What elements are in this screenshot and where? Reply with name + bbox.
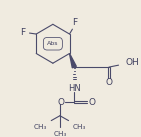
Text: CH₃: CH₃ <box>72 124 86 130</box>
Text: CH₃: CH₃ <box>53 131 67 137</box>
Text: O: O <box>88 98 95 107</box>
Text: F: F <box>72 18 77 27</box>
Text: F: F <box>20 28 25 37</box>
Text: HN: HN <box>68 84 81 93</box>
Text: O: O <box>105 78 112 87</box>
Text: CH₃: CH₃ <box>34 124 47 130</box>
Text: Abs: Abs <box>47 41 59 46</box>
Text: O: O <box>57 98 64 107</box>
Text: OH: OH <box>125 58 139 67</box>
Polygon shape <box>70 53 76 68</box>
